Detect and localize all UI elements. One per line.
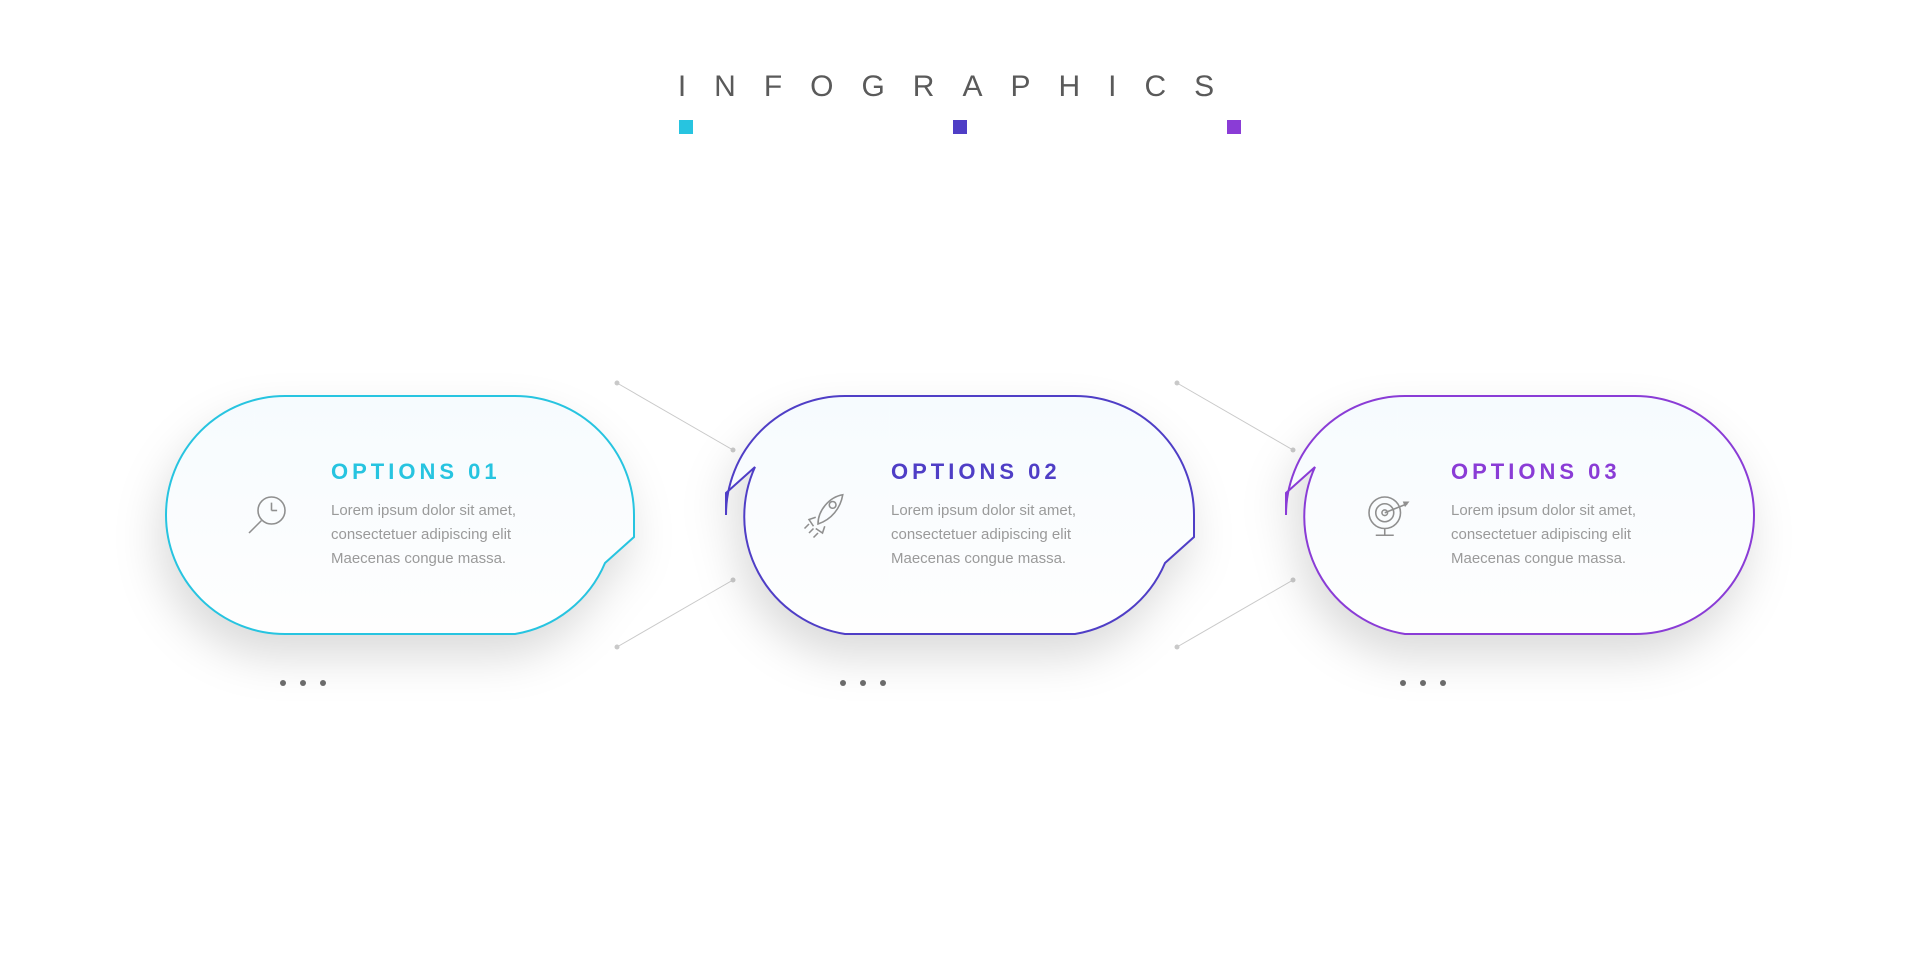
magnifier-icon (235, 483, 299, 547)
page-heading: INFOGRAPHICS (0, 70, 1920, 104)
accent-squares-row (0, 120, 1920, 134)
option-body-1: Lorem ipsum dolor sit amet, consectetuer… (331, 499, 580, 571)
accent-square-1 (679, 120, 693, 134)
rocket-icon (795, 483, 859, 547)
dots-row-3 (1400, 680, 1446, 686)
option-title-3: OPTIONS 03 (1451, 459, 1700, 485)
heading-text: INFOGRAPHICS (678, 70, 1242, 103)
dots-row-1 (280, 680, 326, 686)
option-body-3: Lorem ipsum dolor sit amet, consectetuer… (1451, 499, 1700, 571)
dots-row-2 (840, 680, 886, 686)
option-title-1: OPTIONS 01 (331, 459, 580, 485)
target-icon (1355, 483, 1419, 547)
option-pill-1: OPTIONS 01 Lorem ipsum dolor sit amet, c… (165, 395, 635, 635)
accent-square-3 (1227, 120, 1241, 134)
option-title-2: OPTIONS 02 (891, 459, 1140, 485)
infographic-stage: OPTIONS 01 Lorem ipsum dolor sit amet, c… (0, 350, 1920, 770)
option-pill-2: OPTIONS 02 Lorem ipsum dolor sit amet, c… (725, 395, 1195, 635)
option-pill-3: OPTIONS 03 Lorem ipsum dolor sit amet, c… (1285, 395, 1755, 635)
accent-square-2 (953, 120, 967, 134)
option-body-2: Lorem ipsum dolor sit amet, consectetuer… (891, 499, 1140, 571)
